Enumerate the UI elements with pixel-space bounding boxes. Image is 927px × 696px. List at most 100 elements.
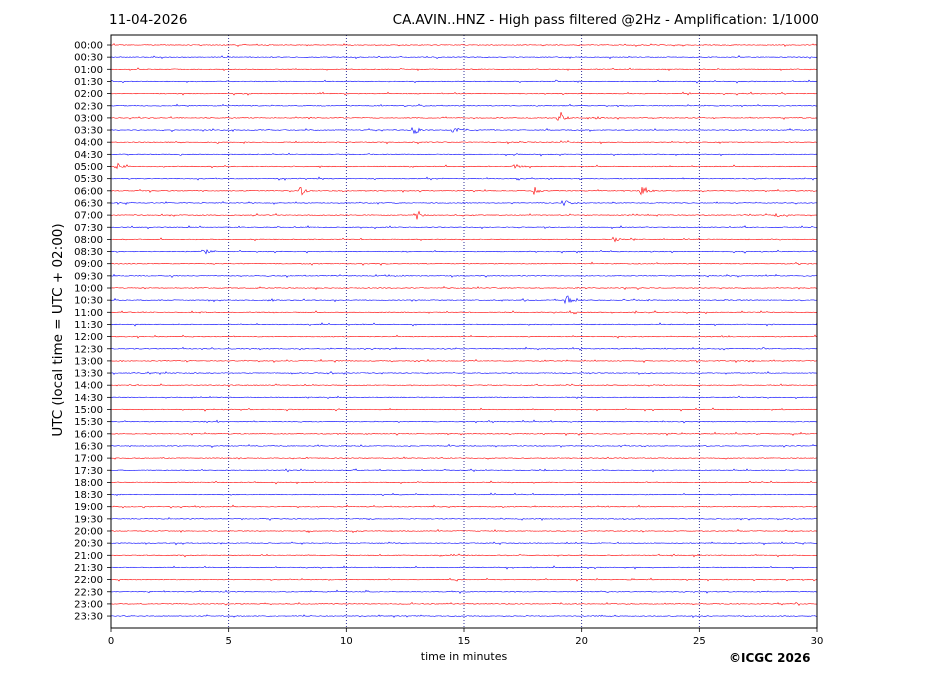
y-tick-label: 01:00 <box>74 65 103 76</box>
y-tick-label: 21:30 <box>74 563 103 574</box>
y-tick-label: 07:00 <box>74 211 103 222</box>
y-tick-label: 01:30 <box>74 77 103 88</box>
trace-1930 <box>110 517 818 521</box>
trace-2230 <box>110 589 818 594</box>
y-tick-label: 10:30 <box>74 296 103 307</box>
trace-1200 <box>110 334 818 339</box>
trace-0330 <box>110 126 818 135</box>
chart-date: 11-04-2026 <box>109 12 188 28</box>
trace-0530 <box>110 176 818 181</box>
y-tick-label: 23:30 <box>74 612 103 623</box>
trace-1430 <box>110 395 818 399</box>
y-tick-label: 02:30 <box>74 101 103 112</box>
y-tick-label: 12:00 <box>74 332 103 343</box>
trace-1800 <box>110 480 818 485</box>
trace-0430 <box>110 152 818 157</box>
trace-0130 <box>110 79 818 84</box>
x-axis-label: time in minutes <box>420 650 508 663</box>
plot-frame <box>110 34 818 629</box>
trace-0630 <box>110 200 818 207</box>
y-tick-label: 03:00 <box>74 113 103 124</box>
trace-0000 <box>110 43 818 47</box>
y-tick-label: 04:30 <box>74 150 103 161</box>
y-tick-label: 07:30 <box>74 223 103 234</box>
trace-2130 <box>110 565 818 570</box>
trace-0600 <box>110 186 818 196</box>
y-tick-label: 18:30 <box>74 490 103 501</box>
y-tick-label: 08:30 <box>74 247 103 258</box>
trace-0200 <box>110 91 818 96</box>
y-tick-label: 05:30 <box>74 174 103 185</box>
y-tick-label: 12:30 <box>74 344 103 355</box>
y-tick-label: 14:30 <box>74 393 103 404</box>
y-tick-label: 10:00 <box>74 284 103 295</box>
y-tick-label: 19:30 <box>74 514 103 525</box>
y-tick-label: 11:00 <box>74 308 103 319</box>
y-tick-label: 08:00 <box>74 235 103 246</box>
trace-0300 <box>110 112 818 121</box>
y-tick-label: 05:00 <box>74 162 103 173</box>
x-tick-label: 25 <box>693 636 706 647</box>
y-tick-label: 14:00 <box>74 381 103 392</box>
trace-1400 <box>110 383 818 388</box>
y-tick-label: 13:30 <box>74 369 103 380</box>
y-tick-label: 03:30 <box>74 126 103 137</box>
trace-0230 <box>110 103 818 108</box>
trace-1300 <box>110 358 818 363</box>
trace-2200 <box>110 577 818 582</box>
x-tick-label: 5 <box>225 636 231 647</box>
y-tick-label: 00:00 <box>74 41 103 52</box>
trace-0500 <box>110 162 818 170</box>
y-tick-label: 16:30 <box>74 441 103 452</box>
y-tick-label: 17:30 <box>74 466 103 477</box>
y-axis-label: UTC (local time = UTC + 02:00) <box>50 223 66 437</box>
trace-2330 <box>110 614 818 619</box>
trace-2000 <box>110 529 818 534</box>
y-tick-label: 20:30 <box>74 539 103 550</box>
trace-0100 <box>110 67 818 72</box>
copyright-text: ©ICGC 2026 <box>729 651 811 665</box>
trace-2300 <box>110 601 818 606</box>
trace-1900 <box>110 504 818 509</box>
x-tick-label: 30 <box>811 636 824 647</box>
y-tick-label: 15:00 <box>74 405 103 416</box>
trace-0830 <box>110 249 818 255</box>
trace-0030 <box>110 55 818 60</box>
trace-2030 <box>110 541 818 546</box>
trace-0900 <box>110 261 818 266</box>
trace-1730 <box>110 468 818 473</box>
y-tick-label: 18:00 <box>74 478 103 489</box>
trace-1700 <box>110 456 818 460</box>
chart-title: CA.AVIN..HNZ - High pass filtered @2Hz -… <box>392 12 819 28</box>
y-tick-label: 04:00 <box>74 138 103 149</box>
trace-0700 <box>110 210 818 220</box>
trace-0930 <box>110 273 818 278</box>
x-tick-label: 20 <box>575 636 588 647</box>
y-tick-label: 11:30 <box>74 320 103 331</box>
trace-1500 <box>110 407 818 412</box>
trace-1600 <box>110 431 818 436</box>
x-tick-label: 10 <box>340 636 353 647</box>
y-tick-label: 09:00 <box>74 259 103 270</box>
y-tick-label: 22:30 <box>74 587 103 598</box>
trace-1230 <box>110 346 818 351</box>
trace-1100 <box>110 310 818 315</box>
y-tick-label: 15:30 <box>74 417 103 428</box>
x-tick-label: 15 <box>458 636 471 647</box>
y-tick-label: 23:00 <box>74 599 103 610</box>
y-tick-label: 19:00 <box>74 502 103 513</box>
trace-1530 <box>110 419 818 424</box>
y-tick-label: 02:00 <box>74 89 103 100</box>
trace-0800 <box>110 236 818 243</box>
y-tick-label: 16:00 <box>74 429 103 440</box>
trace-0730 <box>110 225 818 230</box>
y-tick-label: 09:30 <box>74 271 103 282</box>
trace-0400 <box>110 140 818 145</box>
trace-1830 <box>110 492 818 496</box>
y-tick-label: 00:30 <box>74 53 103 64</box>
y-tick-label: 06:30 <box>74 198 103 209</box>
trace-1030 <box>110 295 818 305</box>
trace-2100 <box>111 553 818 558</box>
y-tick-label: 17:00 <box>74 454 103 465</box>
y-tick-label: 20:00 <box>74 527 103 538</box>
